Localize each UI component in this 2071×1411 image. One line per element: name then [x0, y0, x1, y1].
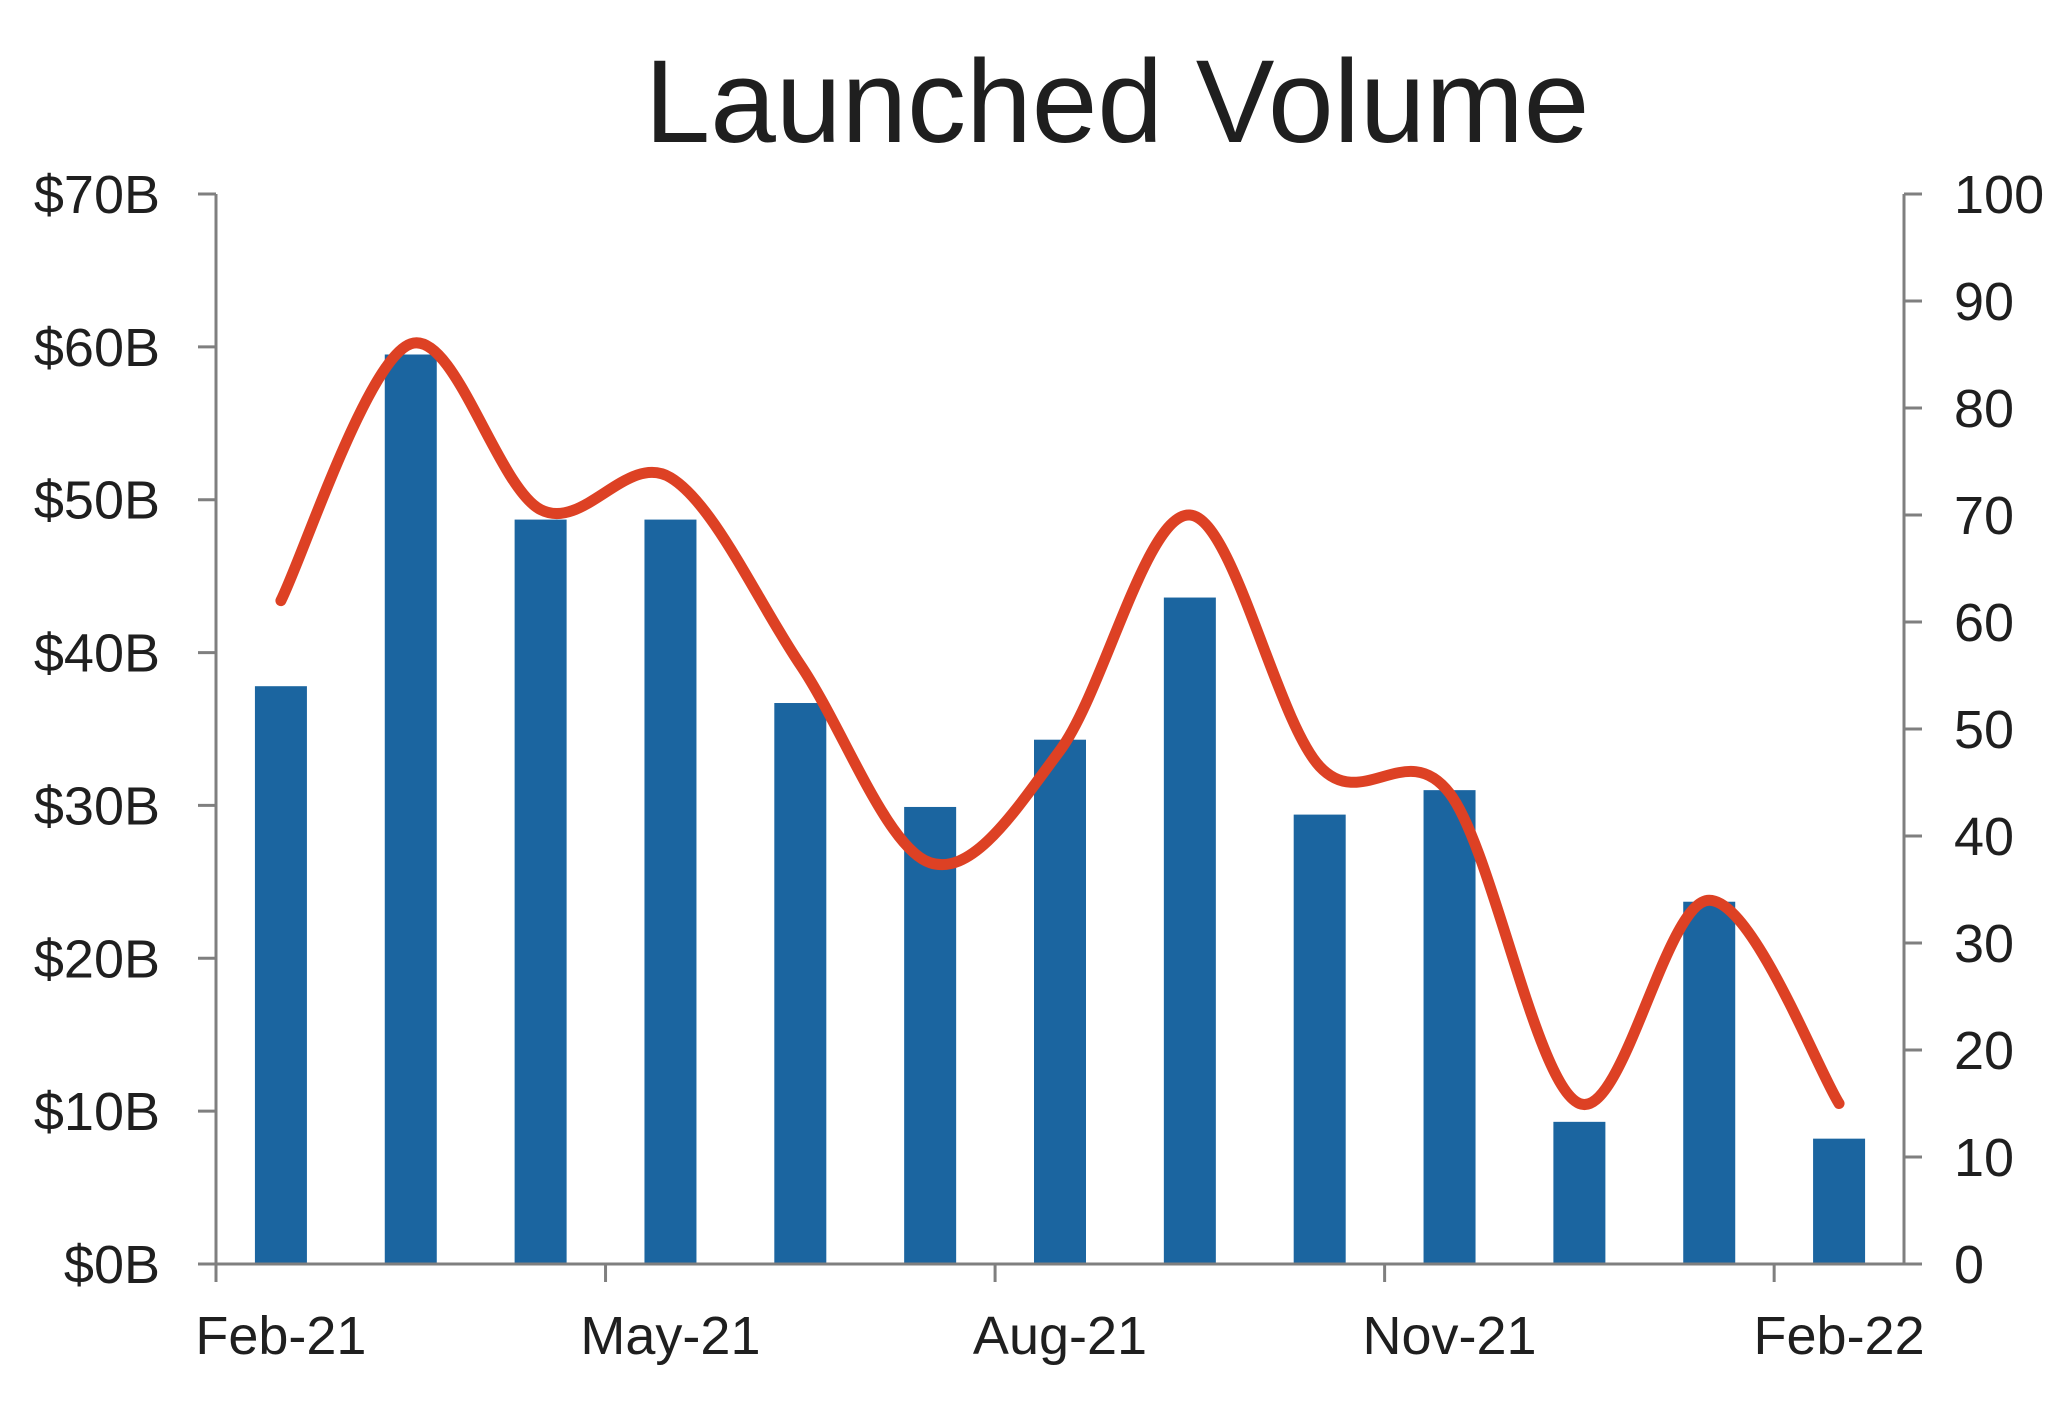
- bar-Jan-22: [1683, 901, 1736, 1264]
- y-right-tick-label: 90: [1954, 272, 2014, 332]
- axes-layer: [198, 192, 1922, 1282]
- y-left-tick-label: $40B: [34, 624, 160, 684]
- series-line: [275, 337, 1845, 1110]
- line-layer: [275, 337, 1845, 1110]
- bar-Mar-21: [384, 354, 437, 1264]
- y-right-tick-label: 50: [1954, 700, 2014, 760]
- bar-Aug-21: [1034, 739, 1086, 1264]
- y-left-tick-label: $50B: [34, 471, 160, 531]
- x-tick-label: Nov-21: [1362, 1306, 1536, 1366]
- y-left-tick-label: $10B: [34, 1082, 160, 1142]
- y-left-tick-label: $20B: [34, 929, 160, 989]
- x-tick-label: Aug-21: [973, 1306, 1147, 1366]
- y-left-tick-label: $30B: [34, 776, 160, 836]
- bar-Nov-21: [1423, 790, 1476, 1264]
- y-right-tick-label: 70: [1954, 486, 2014, 546]
- bar-Feb-22: [1813, 1138, 1866, 1264]
- y-right-tick-label: 60: [1954, 593, 2014, 653]
- bar-May-21: [644, 519, 697, 1264]
- bar-Oct-21: [1293, 814, 1346, 1264]
- bar-Jul-21: [904, 806, 957, 1264]
- y-right-tick-label: 100: [1954, 165, 2044, 225]
- bar-Jun-21: [774, 703, 827, 1264]
- y-right-tick-label: 0: [1954, 1235, 1984, 1295]
- y-right-tick-label: 80: [1954, 379, 2014, 439]
- y-right-tick-label: 40: [1954, 807, 2014, 867]
- x-tick-label: Feb-22: [1754, 1306, 1925, 1366]
- bar-Apr-21: [514, 519, 567, 1264]
- y-left-tick-label: $0B: [64, 1235, 160, 1295]
- bar-Sep-21: [1163, 597, 1216, 1264]
- y-right-tick-label: 10: [1954, 1128, 2014, 1188]
- bars-layer: [254, 354, 1866, 1264]
- labels-layer: $0B $10B $20B $30B $40B $50B $60B $70B 0 10 20 30 40…: [34, 165, 2044, 1366]
- y-right-tick-label: 30: [1954, 914, 2014, 974]
- y-left-tick-label: $70B: [34, 165, 160, 225]
- x-tick-label: Feb-21: [195, 1306, 366, 1366]
- chart-title: Launched Volume: [645, 36, 1590, 168]
- bar-Feb-21: [254, 686, 307, 1264]
- y-left-tick-label: $60B: [34, 318, 160, 378]
- bar-Dec-21: [1553, 1121, 1606, 1264]
- y-right-tick-label: 20: [1954, 1021, 2014, 1081]
- x-tick-label: May-21: [580, 1306, 760, 1366]
